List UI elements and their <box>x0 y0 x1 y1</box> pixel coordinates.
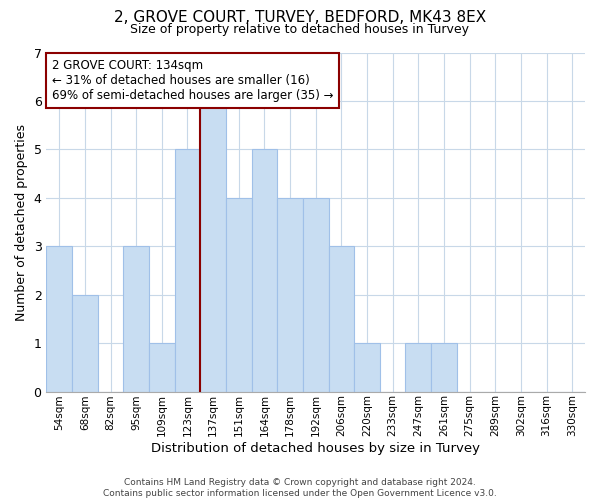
Bar <box>124 246 149 392</box>
Bar <box>200 101 226 392</box>
X-axis label: Distribution of detached houses by size in Turvey: Distribution of detached houses by size … <box>151 442 480 455</box>
Bar <box>72 294 98 392</box>
Bar <box>46 246 72 392</box>
Bar <box>277 198 303 392</box>
Bar <box>329 246 354 392</box>
Bar <box>149 343 175 392</box>
Text: 2 GROVE COURT: 134sqm
← 31% of detached houses are smaller (16)
69% of semi-deta: 2 GROVE COURT: 134sqm ← 31% of detached … <box>52 60 334 102</box>
Bar <box>175 150 200 392</box>
Bar <box>431 343 457 392</box>
Bar <box>354 343 380 392</box>
Bar <box>303 198 329 392</box>
Y-axis label: Number of detached properties: Number of detached properties <box>15 124 28 320</box>
Text: 2, GROVE COURT, TURVEY, BEDFORD, MK43 8EX: 2, GROVE COURT, TURVEY, BEDFORD, MK43 8E… <box>114 10 486 25</box>
Bar <box>406 343 431 392</box>
Bar <box>251 150 277 392</box>
Text: Contains HM Land Registry data © Crown copyright and database right 2024.
Contai: Contains HM Land Registry data © Crown c… <box>103 478 497 498</box>
Bar <box>226 198 251 392</box>
Text: Size of property relative to detached houses in Turvey: Size of property relative to detached ho… <box>131 22 470 36</box>
